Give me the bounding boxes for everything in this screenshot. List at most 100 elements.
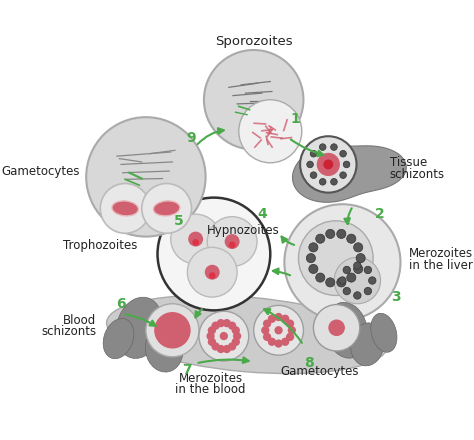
- Circle shape: [299, 221, 373, 295]
- Circle shape: [316, 234, 325, 243]
- Circle shape: [204, 50, 303, 150]
- Circle shape: [261, 326, 269, 334]
- Text: in the blood: in the blood: [175, 384, 246, 396]
- Circle shape: [209, 272, 216, 279]
- Circle shape: [326, 278, 335, 287]
- Circle shape: [364, 287, 372, 295]
- Circle shape: [263, 333, 271, 341]
- Circle shape: [157, 198, 270, 310]
- Circle shape: [268, 337, 276, 346]
- Text: Gametocytes: Gametocytes: [281, 365, 359, 378]
- Circle shape: [229, 242, 236, 248]
- Text: Blood: Blood: [63, 314, 96, 327]
- Circle shape: [187, 247, 237, 297]
- Circle shape: [354, 292, 361, 299]
- Circle shape: [171, 214, 220, 264]
- Circle shape: [339, 277, 346, 284]
- Circle shape: [225, 234, 239, 249]
- Circle shape: [284, 204, 401, 320]
- Circle shape: [274, 326, 283, 334]
- Circle shape: [343, 266, 350, 274]
- Circle shape: [334, 257, 381, 304]
- Circle shape: [211, 342, 220, 351]
- Circle shape: [217, 345, 225, 353]
- Ellipse shape: [326, 302, 368, 358]
- Circle shape: [142, 183, 191, 233]
- Circle shape: [356, 253, 365, 263]
- Circle shape: [343, 161, 350, 168]
- Circle shape: [354, 262, 361, 269]
- Ellipse shape: [107, 295, 388, 374]
- Circle shape: [317, 153, 340, 176]
- Circle shape: [86, 117, 206, 237]
- Circle shape: [208, 326, 216, 334]
- Circle shape: [154, 312, 191, 348]
- Circle shape: [228, 322, 236, 330]
- Circle shape: [232, 326, 240, 334]
- Circle shape: [281, 315, 289, 323]
- Text: 6: 6: [116, 297, 126, 311]
- Circle shape: [263, 319, 271, 328]
- Circle shape: [219, 332, 228, 340]
- Text: 3: 3: [392, 290, 401, 304]
- Circle shape: [211, 322, 220, 330]
- Text: 1: 1: [290, 112, 300, 126]
- Ellipse shape: [146, 326, 183, 372]
- Circle shape: [337, 229, 346, 238]
- Circle shape: [310, 150, 317, 157]
- Ellipse shape: [116, 297, 163, 359]
- Circle shape: [286, 319, 294, 328]
- Circle shape: [300, 136, 356, 193]
- Text: Merozoites: Merozoites: [179, 372, 243, 385]
- Circle shape: [340, 150, 346, 157]
- Circle shape: [310, 172, 317, 179]
- Text: 7: 7: [182, 363, 192, 377]
- Circle shape: [199, 311, 249, 361]
- Circle shape: [217, 319, 225, 327]
- Text: 4: 4: [257, 207, 267, 221]
- Circle shape: [328, 319, 345, 336]
- Text: Gametocytes: Gametocytes: [1, 165, 80, 178]
- Circle shape: [347, 234, 356, 243]
- Circle shape: [307, 161, 313, 168]
- Circle shape: [100, 183, 150, 233]
- Circle shape: [232, 337, 240, 346]
- Circle shape: [354, 243, 363, 252]
- Circle shape: [207, 216, 257, 267]
- Circle shape: [239, 100, 302, 163]
- Ellipse shape: [371, 313, 397, 352]
- Circle shape: [192, 239, 199, 246]
- Circle shape: [323, 159, 333, 169]
- Circle shape: [223, 345, 231, 353]
- Text: 2: 2: [375, 207, 384, 221]
- Circle shape: [354, 264, 363, 274]
- Circle shape: [228, 342, 236, 351]
- Circle shape: [326, 229, 335, 238]
- Circle shape: [205, 265, 219, 280]
- Text: Merozoites: Merozoites: [409, 247, 473, 260]
- Circle shape: [313, 304, 360, 351]
- Polygon shape: [292, 146, 406, 202]
- Text: Trophozoites: Trophozoites: [63, 239, 137, 252]
- Text: 8: 8: [304, 356, 314, 370]
- Circle shape: [309, 243, 318, 252]
- Circle shape: [343, 287, 350, 295]
- Circle shape: [268, 315, 276, 323]
- Circle shape: [340, 172, 346, 179]
- Circle shape: [331, 144, 337, 150]
- Ellipse shape: [112, 201, 138, 216]
- Ellipse shape: [103, 319, 134, 359]
- Ellipse shape: [154, 201, 180, 216]
- Text: 9: 9: [186, 131, 195, 145]
- Text: schizonts: schizonts: [41, 326, 96, 338]
- Circle shape: [306, 253, 316, 263]
- Circle shape: [281, 337, 289, 346]
- Circle shape: [319, 144, 326, 150]
- Circle shape: [288, 326, 296, 334]
- Text: 5: 5: [174, 214, 184, 228]
- Circle shape: [316, 273, 325, 282]
- Circle shape: [274, 313, 283, 321]
- Text: Tissue: Tissue: [390, 156, 427, 169]
- Text: Hypnozoites: Hypnozoites: [207, 224, 280, 237]
- Circle shape: [319, 179, 326, 185]
